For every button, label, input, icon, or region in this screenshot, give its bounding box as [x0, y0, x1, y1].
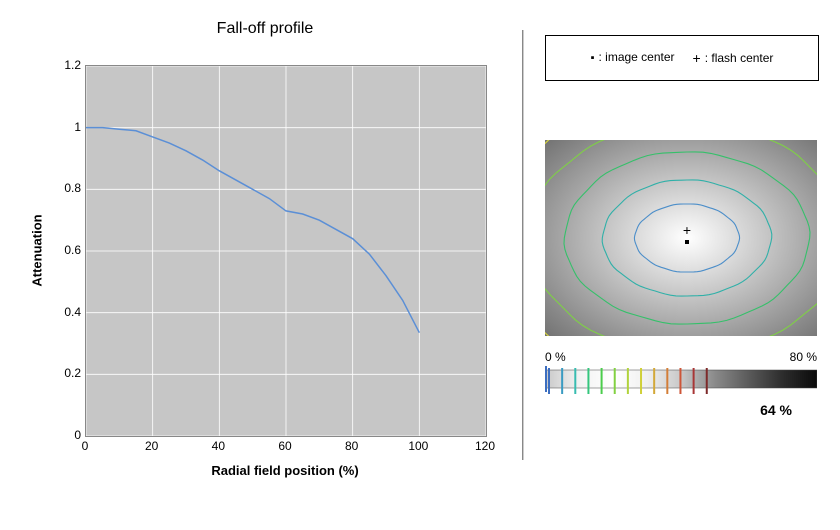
y-tick-label: 0.2	[47, 366, 81, 380]
plus-icon: +	[693, 50, 701, 66]
x-tick-label: 60	[278, 439, 291, 453]
x-tick-label: 20	[145, 439, 158, 453]
x-tick-label: 40	[212, 439, 225, 453]
contour-panel: ▪ : image center + : flash center + 0 % …	[545, 30, 825, 490]
flash-center-marker: +	[683, 222, 691, 238]
x-tick-label: 120	[475, 439, 495, 453]
scale-left-label: 0 %	[545, 350, 566, 364]
y-axis-label: Attenuation	[27, 65, 47, 435]
contour-map: +	[545, 140, 817, 336]
vertical-divider	[522, 30, 524, 460]
y-tick-label: 0	[47, 428, 81, 442]
x-tick-label: 80	[345, 439, 358, 453]
falloff-chart-panel: Fall-off profile Attenuation Radial fiel…	[25, 15, 505, 485]
y-tick-label: 1.2	[47, 58, 81, 72]
y-tick-label: 1	[47, 120, 81, 134]
square-icon: ▪	[591, 52, 595, 64]
y-tick-label: 0.8	[47, 181, 81, 195]
legend-flash-center: + : flash center	[693, 50, 774, 66]
legend-box: ▪ : image center + : flash center	[545, 35, 819, 81]
scale-value-label: 64 %	[760, 402, 792, 418]
x-tick-label: 0	[82, 439, 89, 453]
chart-plot-area	[85, 65, 487, 437]
y-tick-label: 0.4	[47, 305, 81, 319]
chart-title: Fall-off profile	[25, 20, 505, 38]
color-scale: 0 % 80 % 64 %	[545, 350, 817, 420]
attenuation-line	[86, 128, 419, 333]
image-center-marker	[685, 240, 689, 244]
legend-image-center: ▪ : image center	[591, 51, 675, 64]
scale-right-label: 80 %	[790, 350, 817, 364]
x-axis-label: Radial field position (%)	[85, 463, 485, 478]
x-tick-label: 100	[408, 439, 428, 453]
y-tick-label: 0.6	[47, 243, 81, 257]
